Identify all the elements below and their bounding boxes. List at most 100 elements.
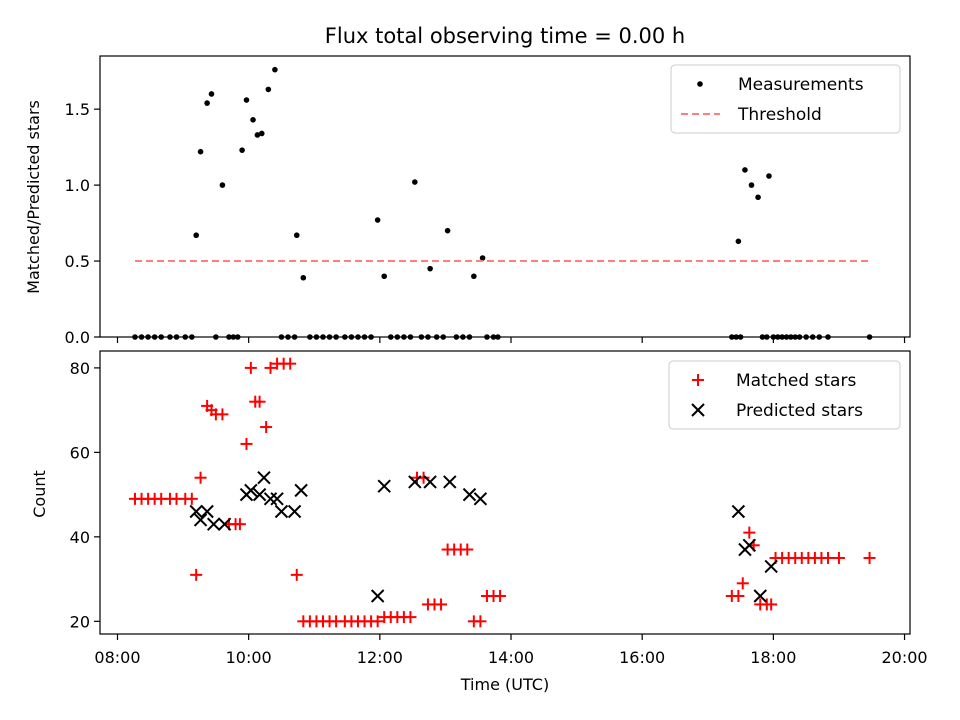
measurement-point (272, 66, 278, 73)
legend-threshold-label: Threshold (737, 105, 822, 125)
measurement-point (243, 97, 250, 103)
measurement-point (381, 273, 388, 280)
measurement-point (427, 265, 433, 272)
measurement-point (258, 130, 265, 137)
predicted-stars-point (252, 487, 267, 502)
y-tick-label: 80 (70, 359, 90, 378)
measurement-point (219, 182, 226, 188)
predicted-stars-point (294, 483, 308, 498)
matched-stars-point (743, 526, 756, 539)
x-tick-label: 12:00 (357, 648, 403, 667)
measurement-point (293, 232, 300, 239)
measurement-point (742, 167, 748, 173)
matched-stars-point (732, 589, 745, 602)
predicted-stars-point (274, 504, 289, 519)
legend-predicted-marker (691, 403, 705, 417)
top-panel: Flux total observing time = 0.00 h Match… (24, 24, 911, 347)
predicted-stars-point (257, 471, 271, 485)
predicted-stars-point (189, 504, 203, 519)
predicted-stars-point (742, 538, 757, 553)
matched-stars-point (863, 551, 876, 564)
matched-stars-point (284, 357, 297, 370)
predicted-stars-point (753, 589, 767, 603)
legend-predicted-label: Predicted stars (736, 401, 863, 421)
y-tick-label: 40 (70, 528, 90, 547)
measurement-point (208, 91, 215, 97)
measurement-point (265, 86, 272, 93)
matched-stars-point (216, 408, 229, 421)
measurement-point (479, 255, 486, 261)
x-tick-label: 08:00 (94, 648, 140, 667)
predicted-stars-point (408, 475, 422, 489)
predicted-stars-point (270, 492, 284, 506)
predicted-stars-point (287, 504, 302, 519)
legend-measurements-marker (697, 81, 703, 87)
matched-stars-point (474, 615, 487, 628)
legend-measurements-label: Measurements (738, 75, 864, 95)
predicted-stars-point (731, 504, 746, 519)
top-axes-frame (99, 55, 911, 338)
predicted-stars-point (244, 483, 258, 498)
bottom-axes-frame (99, 350, 911, 635)
bottom-plot-area (128, 357, 876, 628)
measurement-point (250, 116, 256, 123)
measurement-point (755, 194, 761, 201)
predicted-stars-point (206, 517, 221, 531)
measurement-point (374, 217, 381, 223)
matched-stars-point (264, 361, 277, 374)
predicted-stars-point (370, 589, 385, 603)
measurement-point (193, 232, 199, 239)
matched-stars-point (240, 437, 253, 450)
measurement-point (766, 173, 772, 179)
predicted-stars-point (217, 517, 232, 531)
y-tick-label: 0.0 (65, 328, 90, 347)
measurement-point (204, 100, 210, 106)
matched-stars-point (190, 568, 203, 581)
x-tick-label: 10:00 (226, 648, 272, 667)
matched-stars-point (435, 598, 448, 611)
predicted-stars-point (423, 475, 437, 489)
matched-stars-point (244, 361, 257, 374)
top-ylabel: Matched/Predicted stars (24, 100, 43, 294)
predicted-stars-point (200, 504, 214, 519)
y-tick-label: 1.5 (65, 100, 90, 119)
bottom-xlabel: Time (UTC) (460, 675, 549, 694)
legend-matched-label: Matched stars (736, 371, 856, 391)
predicted-stars-point (263, 492, 278, 506)
y-tick-label: 60 (70, 443, 90, 462)
predicted-stars-point (473, 492, 488, 506)
matched-stars-point (404, 611, 417, 624)
measurement-point (444, 227, 451, 234)
predicted-stars-point (377, 479, 391, 493)
measurement-point (254, 132, 261, 138)
x-tick-label: 20:00 (881, 648, 927, 667)
measurement-point (239, 147, 245, 153)
bottom-ylabel: Count (30, 470, 49, 518)
measurement-point (412, 179, 418, 185)
top-legend: Measurements Threshold (670, 64, 901, 134)
matched-stars-point (233, 518, 246, 531)
matched-stars-point (260, 421, 273, 434)
matched-stars-point (371, 615, 384, 628)
x-tick-label: 16:00 (619, 648, 665, 667)
measurement-point (300, 274, 307, 281)
matched-stars-point (253, 395, 266, 408)
bottom-legend-box (668, 360, 901, 430)
chart-title: Flux total observing time = 0.00 h (325, 24, 685, 48)
matched-stars-point (461, 543, 474, 556)
measurement-point (471, 273, 477, 280)
top-legend-box (670, 64, 901, 134)
y-tick-label: 0.5 (65, 252, 90, 271)
y-tick-label: 1.0 (65, 176, 90, 195)
matched-stars-point (494, 589, 507, 602)
matched-stars-point (736, 577, 749, 590)
x-tick-label: 18:00 (750, 648, 796, 667)
matched-stars-point (822, 551, 835, 564)
measurement-point (197, 148, 204, 155)
matched-stars-point (832, 551, 845, 564)
x-tick-label: 14:00 (488, 648, 534, 667)
predicted-stars-point (462, 487, 477, 502)
matched-stars-point (185, 492, 198, 505)
matched-stars-point (290, 568, 303, 581)
